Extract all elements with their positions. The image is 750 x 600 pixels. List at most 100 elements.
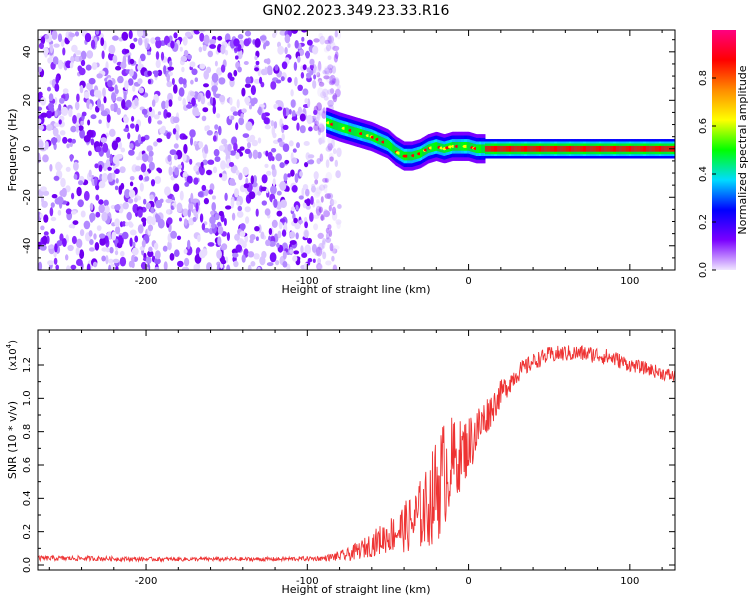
spectrogram-cell <box>326 66 332 76</box>
spectrogram-cell <box>332 248 338 254</box>
spectrogram-y-ticks: -40 -20 0 20 40 <box>22 39 675 259</box>
spectrogram-cell <box>89 202 94 211</box>
spectrogram-cell <box>169 253 175 261</box>
spectrogram-cell <box>321 110 327 119</box>
spectrogram-cell <box>245 76 251 85</box>
spectrogram-cell <box>156 138 163 143</box>
signal-cell <box>483 144 486 154</box>
spectrogram-cell <box>316 72 321 78</box>
spectrogram-cell <box>138 174 144 181</box>
spectrogram-cell <box>182 78 187 85</box>
spectrogram-cell <box>270 120 275 127</box>
spectrogram-cell <box>314 187 321 197</box>
spectrogram-cell <box>108 44 116 55</box>
signal-cell <box>576 145 579 152</box>
spectrogram-cell <box>154 250 161 260</box>
spectrogram-cell <box>180 161 185 172</box>
spectrogram-cell <box>328 80 336 86</box>
spectrogram-cell <box>317 258 321 265</box>
spectrogram-cell <box>259 35 267 41</box>
spectrogram-cell <box>167 154 172 162</box>
spectrogram-cell <box>300 245 304 254</box>
signal-cell <box>334 121 337 130</box>
signal-cell <box>611 145 614 152</box>
signal-cell <box>515 145 518 152</box>
signal-cell <box>557 145 559 152</box>
spectrogram-cell <box>323 95 329 101</box>
spectrogram-cell <box>221 243 228 251</box>
spectrogram-cell <box>277 45 285 55</box>
signal-cell <box>486 145 489 152</box>
spectrogram-cell <box>209 183 215 191</box>
signal-cell <box>547 145 550 152</box>
spectrogram-cell <box>299 125 306 134</box>
spectrogram-cell <box>247 251 255 258</box>
spectrogram-cell <box>69 32 76 38</box>
spectrogram-cell <box>318 242 324 251</box>
spectrogram-cell <box>235 244 242 253</box>
signal-cell <box>432 143 435 152</box>
snr-y-multiplier: (x104) <box>5 340 19 371</box>
spectrogram-cell <box>177 95 182 101</box>
spectrogram-cell <box>201 223 206 231</box>
signal-cell <box>536 145 538 152</box>
spectrogram-cell <box>69 61 74 69</box>
spectrogram-cell <box>120 250 125 257</box>
spectrogram-cell <box>117 75 124 84</box>
spectrogram-cell <box>238 117 245 126</box>
spectrogram-cell <box>184 31 192 37</box>
spectrogram-cell <box>52 56 59 65</box>
signal-cell <box>388 140 390 149</box>
spectrogram-cell <box>148 150 154 157</box>
spectrogram-cell <box>258 224 262 234</box>
signal-cell <box>520 145 523 152</box>
spectrogram-cell <box>265 150 269 157</box>
spectrogram-cell <box>95 194 100 201</box>
signal-cell <box>594 145 596 152</box>
spectrogram-cell <box>304 98 309 104</box>
spectrogram-cell <box>302 88 309 96</box>
signal-cell <box>482 144 485 154</box>
signal-cell <box>496 145 499 152</box>
spectrogram-cell <box>336 221 341 229</box>
spectrogram-cell <box>182 266 189 270</box>
spectrogram-cell <box>137 134 142 144</box>
spectrogram-cell <box>38 124 44 131</box>
spectrogram-cell <box>220 160 227 170</box>
spectrogram-cell <box>237 34 244 40</box>
spectrogram-cell <box>80 50 87 60</box>
signal-cell <box>518 145 521 152</box>
spectrogram-cell <box>60 39 65 47</box>
signal-cell <box>362 129 365 139</box>
spectrogram-cell <box>89 212 96 222</box>
signal-cell <box>511 145 513 152</box>
spectrogram-cell <box>75 124 79 133</box>
spectrogram-cell <box>147 250 154 258</box>
spectrogram-cell <box>94 242 100 251</box>
spectrogram-cell <box>322 238 326 245</box>
spectrogram-cell <box>108 264 112 270</box>
spectrogram-cell <box>138 37 143 46</box>
spectrogram-cell <box>199 213 204 223</box>
spectrogram-cell <box>194 143 200 151</box>
signal-cell <box>584 145 587 152</box>
spectrogram-cell <box>251 139 258 147</box>
spectrogram-cell <box>209 216 216 225</box>
spectrogram-cell <box>198 166 203 173</box>
spectrogram-cell <box>146 51 151 56</box>
spectrogram-cell <box>322 177 328 183</box>
x-tick-label: 0 <box>465 576 471 587</box>
signal-cell <box>378 135 380 145</box>
spectrogram-cell <box>224 49 229 56</box>
spectrogram-cell <box>166 73 170 83</box>
signal-cell <box>569 145 571 152</box>
spectrogram-cell <box>52 127 59 137</box>
spectrogram-cell <box>267 151 273 162</box>
spectrogram-cell <box>132 241 136 248</box>
spectrogram-cell <box>137 209 143 218</box>
spectrogram-cell <box>218 77 226 85</box>
signal-cell <box>493 145 496 152</box>
signal-cell <box>458 142 461 151</box>
signal-cell <box>523 145 526 152</box>
spectrogram-cell <box>108 258 114 264</box>
